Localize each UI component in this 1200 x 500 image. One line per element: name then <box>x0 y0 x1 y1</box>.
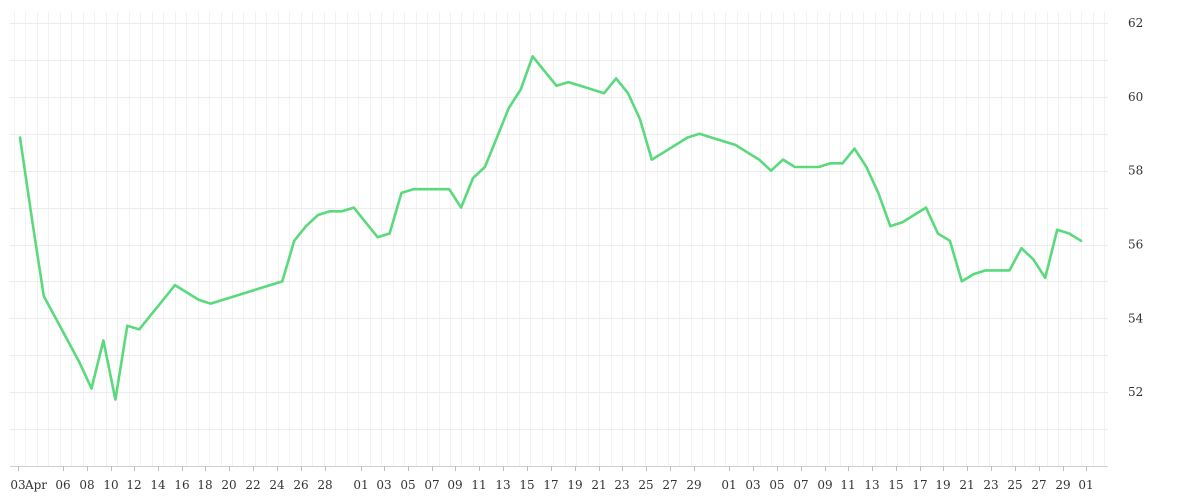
x-tick-label: 11 <box>471 478 486 492</box>
x-tick-label: 15 <box>888 478 903 492</box>
x-tick-label: 06 <box>55 478 70 492</box>
x-tick-label: 07 <box>793 478 808 492</box>
x-tick-label: 08 <box>79 478 94 492</box>
x-tick-label: 01 <box>1078 478 1093 492</box>
x-tick-label: 03 <box>376 478 391 492</box>
y-tick-label: 56 <box>1128 238 1143 252</box>
grid <box>10 12 1108 466</box>
x-tick-label: 13 <box>864 478 879 492</box>
x-tick-label: 03 <box>745 478 760 492</box>
x-tick-label: 24 <box>269 478 285 492</box>
x-tick-label: 17 <box>543 478 558 492</box>
x-tick-label: 16 <box>174 478 189 492</box>
series-line <box>18 55 1083 401</box>
x-tick-label: 13 <box>495 478 510 492</box>
x-tick-label: 21 <box>591 478 606 492</box>
x-tick-label: 28 <box>317 478 332 492</box>
x-tick-label: 19 <box>567 478 582 492</box>
y-tick-label: 52 <box>1128 385 1143 399</box>
x-tick-label: 19 <box>935 478 950 492</box>
y-tick-label: 58 <box>1128 164 1143 178</box>
y-axis: 52 54 56 58 60 62 <box>1128 16 1144 399</box>
x-tick-label: 23 <box>983 478 998 492</box>
y-tick-label: 62 <box>1128 16 1143 30</box>
x-tick-label: 29 <box>686 478 701 492</box>
x-tick-label: 03 <box>10 478 25 492</box>
x-tick-label: 18 <box>197 478 212 492</box>
x-tick-label: 21 <box>959 478 974 492</box>
x-tick-label: 07 <box>424 478 439 492</box>
x-tick-label: 22 <box>245 478 260 492</box>
x-tick-label: 14 <box>150 478 166 492</box>
x-tick-label: 10 <box>103 478 118 492</box>
x-tick-label: 05 <box>769 478 784 492</box>
x-tick-label: 01 <box>353 478 368 492</box>
x-tick-label: Apr <box>24 478 47 492</box>
x-tick-label: 25 <box>638 478 653 492</box>
x-tick-label: 11 <box>840 478 855 492</box>
x-tick-label: 27 <box>1031 478 1046 492</box>
x-tick-label: 23 <box>614 478 629 492</box>
x-axis-labels: 03 Apr 06 08 10 12 14 16 18 20 22 24 26 28 01 03 05 07 09 1… <box>10 478 1093 492</box>
series-layer <box>18 55 1083 401</box>
x-axis <box>10 466 1108 471</box>
x-tick-label: 01 <box>721 478 736 492</box>
x-tick-label: 15 <box>519 478 534 492</box>
y-tick-label: 54 <box>1128 311 1144 325</box>
x-tick-label: 09 <box>817 478 832 492</box>
x-tick-label: 29 <box>1055 478 1070 492</box>
x-tick-label: 09 <box>447 478 462 492</box>
x-tick-label: 25 <box>1007 478 1022 492</box>
x-tick-label: 12 <box>126 478 141 492</box>
x-tick-label: 17 <box>912 478 927 492</box>
x-tick-label: 05 <box>400 478 415 492</box>
x-tick-label: 20 <box>221 478 236 492</box>
y-tick-label: 60 <box>1128 90 1143 104</box>
x-tick-label: 27 <box>662 478 677 492</box>
x-tick-label: 26 <box>293 478 308 492</box>
